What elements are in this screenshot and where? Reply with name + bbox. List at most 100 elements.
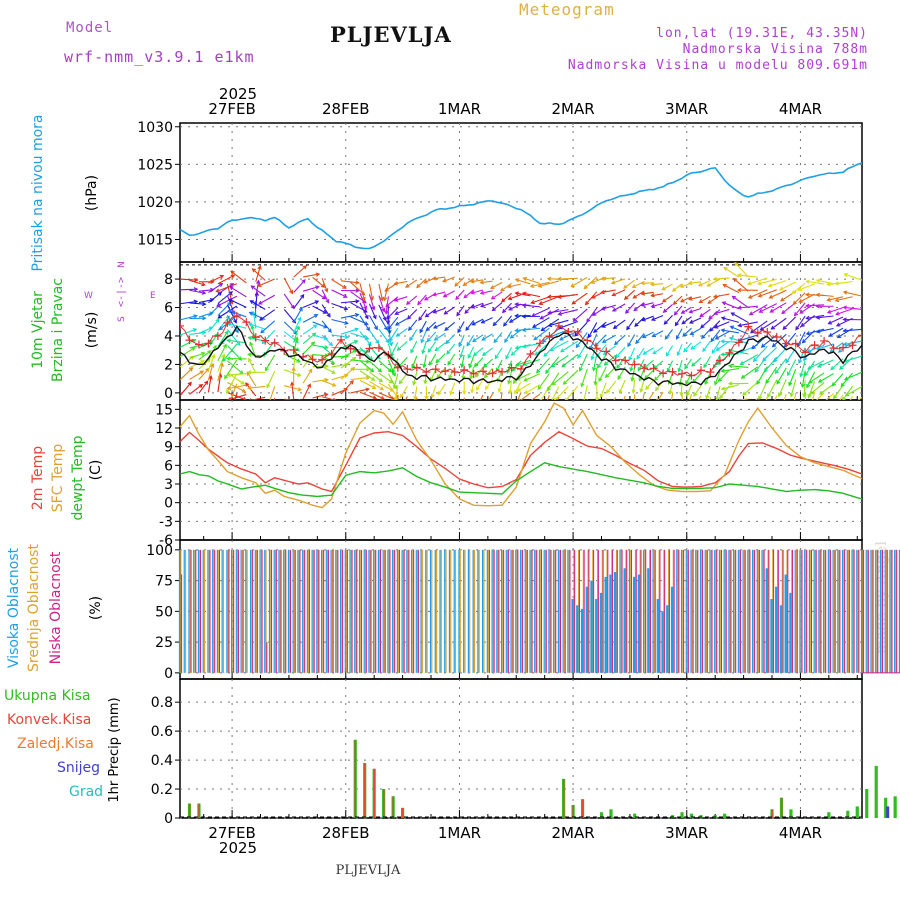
wind-arrow	[835, 280, 853, 285]
wind-arrowhead	[842, 317, 847, 322]
pressure-ytick-label: 1020	[137, 195, 173, 211]
wind-arrow	[601, 304, 616, 310]
wind-arrowhead	[385, 302, 390, 308]
wind-arrow	[444, 398, 446, 400]
temperature-ytick-label: 0	[164, 496, 173, 512]
wind-arrowhead	[628, 356, 633, 362]
wind-arrowhead	[390, 352, 395, 358]
wind-arrow	[558, 309, 578, 315]
wind-arrow	[464, 303, 475, 314]
wind-arrowhead	[603, 361, 609, 366]
wind-arrowhead	[529, 283, 535, 289]
wind-arrow	[783, 393, 787, 400]
wind-arrowhead	[641, 317, 646, 322]
wind-arrowhead	[264, 366, 269, 372]
wind-ytick-label: 2	[164, 357, 173, 373]
wind-arrow	[302, 324, 317, 335]
wind-arrowhead	[674, 321, 679, 327]
wind-arrow	[472, 334, 484, 342]
wind-arrowhead	[831, 382, 836, 387]
wind-arrow	[839, 394, 844, 400]
wind-arrowhead	[654, 376, 659, 381]
total-precip-bar	[599, 812, 604, 818]
wind-arrow	[681, 306, 692, 314]
wind-arrow	[689, 317, 702, 324]
wind-arrowhead	[474, 373, 480, 378]
wind-arrowhead	[384, 287, 389, 292]
wind-arrowhead	[380, 395, 385, 400]
wind-arrow	[389, 327, 399, 342]
wind-arrowhead	[637, 367, 642, 372]
wind-arrowhead	[202, 316, 207, 321]
wind-arrowhead	[326, 313, 331, 318]
wind-arrowhead	[556, 294, 562, 300]
wind-arrowhead	[727, 363, 733, 369]
wind-arrow	[180, 328, 197, 336]
wind-arrow	[778, 379, 787, 397]
wind-arrowhead	[686, 392, 691, 397]
wind-arrowhead	[420, 338, 425, 344]
wind-arrow	[189, 331, 206, 336]
total-precip-bar	[633, 813, 637, 818]
wind-arrowhead	[361, 296, 366, 302]
wind-arrowhead	[695, 403, 698, 407]
wind-arrowhead	[300, 293, 305, 299]
snow-bar	[886, 806, 890, 818]
wind-arrowhead	[226, 338, 231, 343]
wind-arrowhead	[530, 300, 535, 305]
wind-arrow	[758, 289, 777, 298]
wind-arrow	[533, 327, 550, 341]
wind-arrow	[806, 371, 816, 388]
wind-arrowhead	[843, 376, 849, 381]
wind-arrow	[601, 289, 616, 294]
wind-arrowhead	[788, 381, 793, 387]
wind-arrowhead	[372, 395, 378, 400]
wind-arrowhead	[417, 300, 422, 306]
wind-arrowhead	[199, 370, 205, 375]
wind-ytick-label: 4	[164, 329, 173, 345]
wind-arrowhead	[193, 314, 198, 319]
top-day-label: 2MAR	[552, 100, 595, 118]
wind-arrow	[803, 380, 806, 397]
wind-arrowhead	[369, 368, 375, 373]
wind-arrow	[716, 340, 730, 351]
wind-arrowhead	[781, 309, 786, 315]
wind-arrowhead	[193, 287, 199, 292]
wind-arrow	[772, 333, 787, 347]
wind-arrowhead	[521, 344, 527, 349]
wind-arrowhead	[369, 296, 375, 301]
wind-arrowhead	[457, 328, 462, 334]
wind-arrowhead	[828, 332, 833, 337]
conv-precip-bar	[780, 797, 783, 818]
wind-arrowhead	[219, 274, 225, 279]
wind-arrow	[227, 384, 247, 390]
wind-arrowhead	[398, 380, 403, 385]
pressure-panel: 1015 1020 1025 1030	[137, 120, 863, 263]
wind-arrow	[417, 294, 427, 305]
wind-arrowhead	[464, 407, 467, 410]
wind-arrow	[397, 341, 408, 351]
wind-arrowhead	[310, 341, 316, 346]
wind-arrow	[844, 355, 862, 363]
wind-arrowhead	[664, 335, 669, 340]
wind-arrow	[561, 353, 579, 368]
wind-arrowhead	[390, 396, 396, 400]
wind-arrow	[628, 347, 636, 361]
temperature-ytick-label: 12	[155, 421, 173, 437]
wind-arrow	[251, 285, 266, 297]
wind-arrowhead	[589, 345, 594, 351]
wind-arrowhead	[592, 311, 597, 316]
wind-arrow	[647, 392, 655, 400]
wind-arrowhead	[491, 307, 496, 312]
wind-arrowhead	[393, 397, 399, 400]
wind-arrowhead	[521, 314, 526, 319]
wind-arrow	[435, 353, 446, 363]
wind-arrowhead	[470, 290, 475, 295]
wind-arrowhead	[507, 380, 512, 385]
wind-arrow	[369, 371, 383, 383]
wind-arrow	[431, 385, 437, 398]
wind-arrowhead	[827, 320, 833, 325]
wind-arrow	[733, 278, 749, 292]
bottom-day-label: 4MAR	[779, 824, 822, 842]
wind-arrowhead	[835, 322, 841, 327]
